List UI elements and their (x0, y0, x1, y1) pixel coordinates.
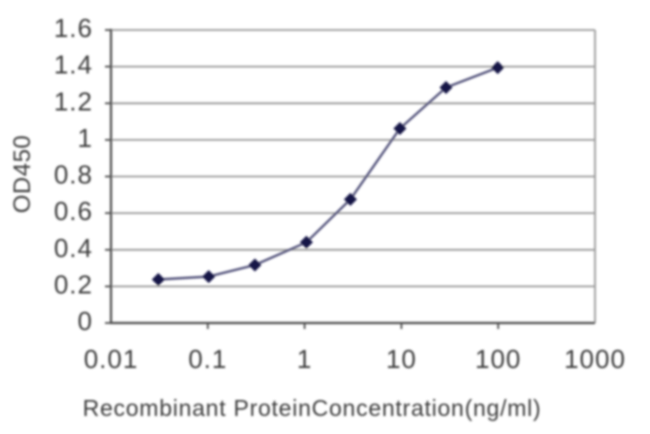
svg-text:0.1: 0.1 (188, 344, 227, 374)
svg-text:100: 100 (475, 344, 521, 374)
svg-text:1.2: 1.2 (54, 86, 93, 116)
svg-text:0.2: 0.2 (54, 269, 93, 299)
svg-text:1.6: 1.6 (54, 13, 93, 43)
svg-text:0.8: 0.8 (54, 160, 93, 190)
svg-text:1000: 1000 (564, 344, 626, 374)
svg-text:1: 1 (297, 344, 312, 374)
svg-text:0: 0 (78, 306, 93, 336)
svg-text:1: 1 (78, 123, 93, 153)
svg-text:0.01: 0.01 (84, 344, 139, 374)
svg-text:OD450: OD450 (9, 135, 36, 214)
svg-text:0.6: 0.6 (54, 196, 93, 226)
svg-text:10: 10 (386, 344, 417, 374)
svg-text:0.4: 0.4 (54, 233, 93, 263)
svg-text:1.4: 1.4 (54, 50, 93, 80)
svg-text:Recombinant ProteinConcentrati: Recombinant ProteinConcentration(ng/ml) (83, 395, 542, 421)
